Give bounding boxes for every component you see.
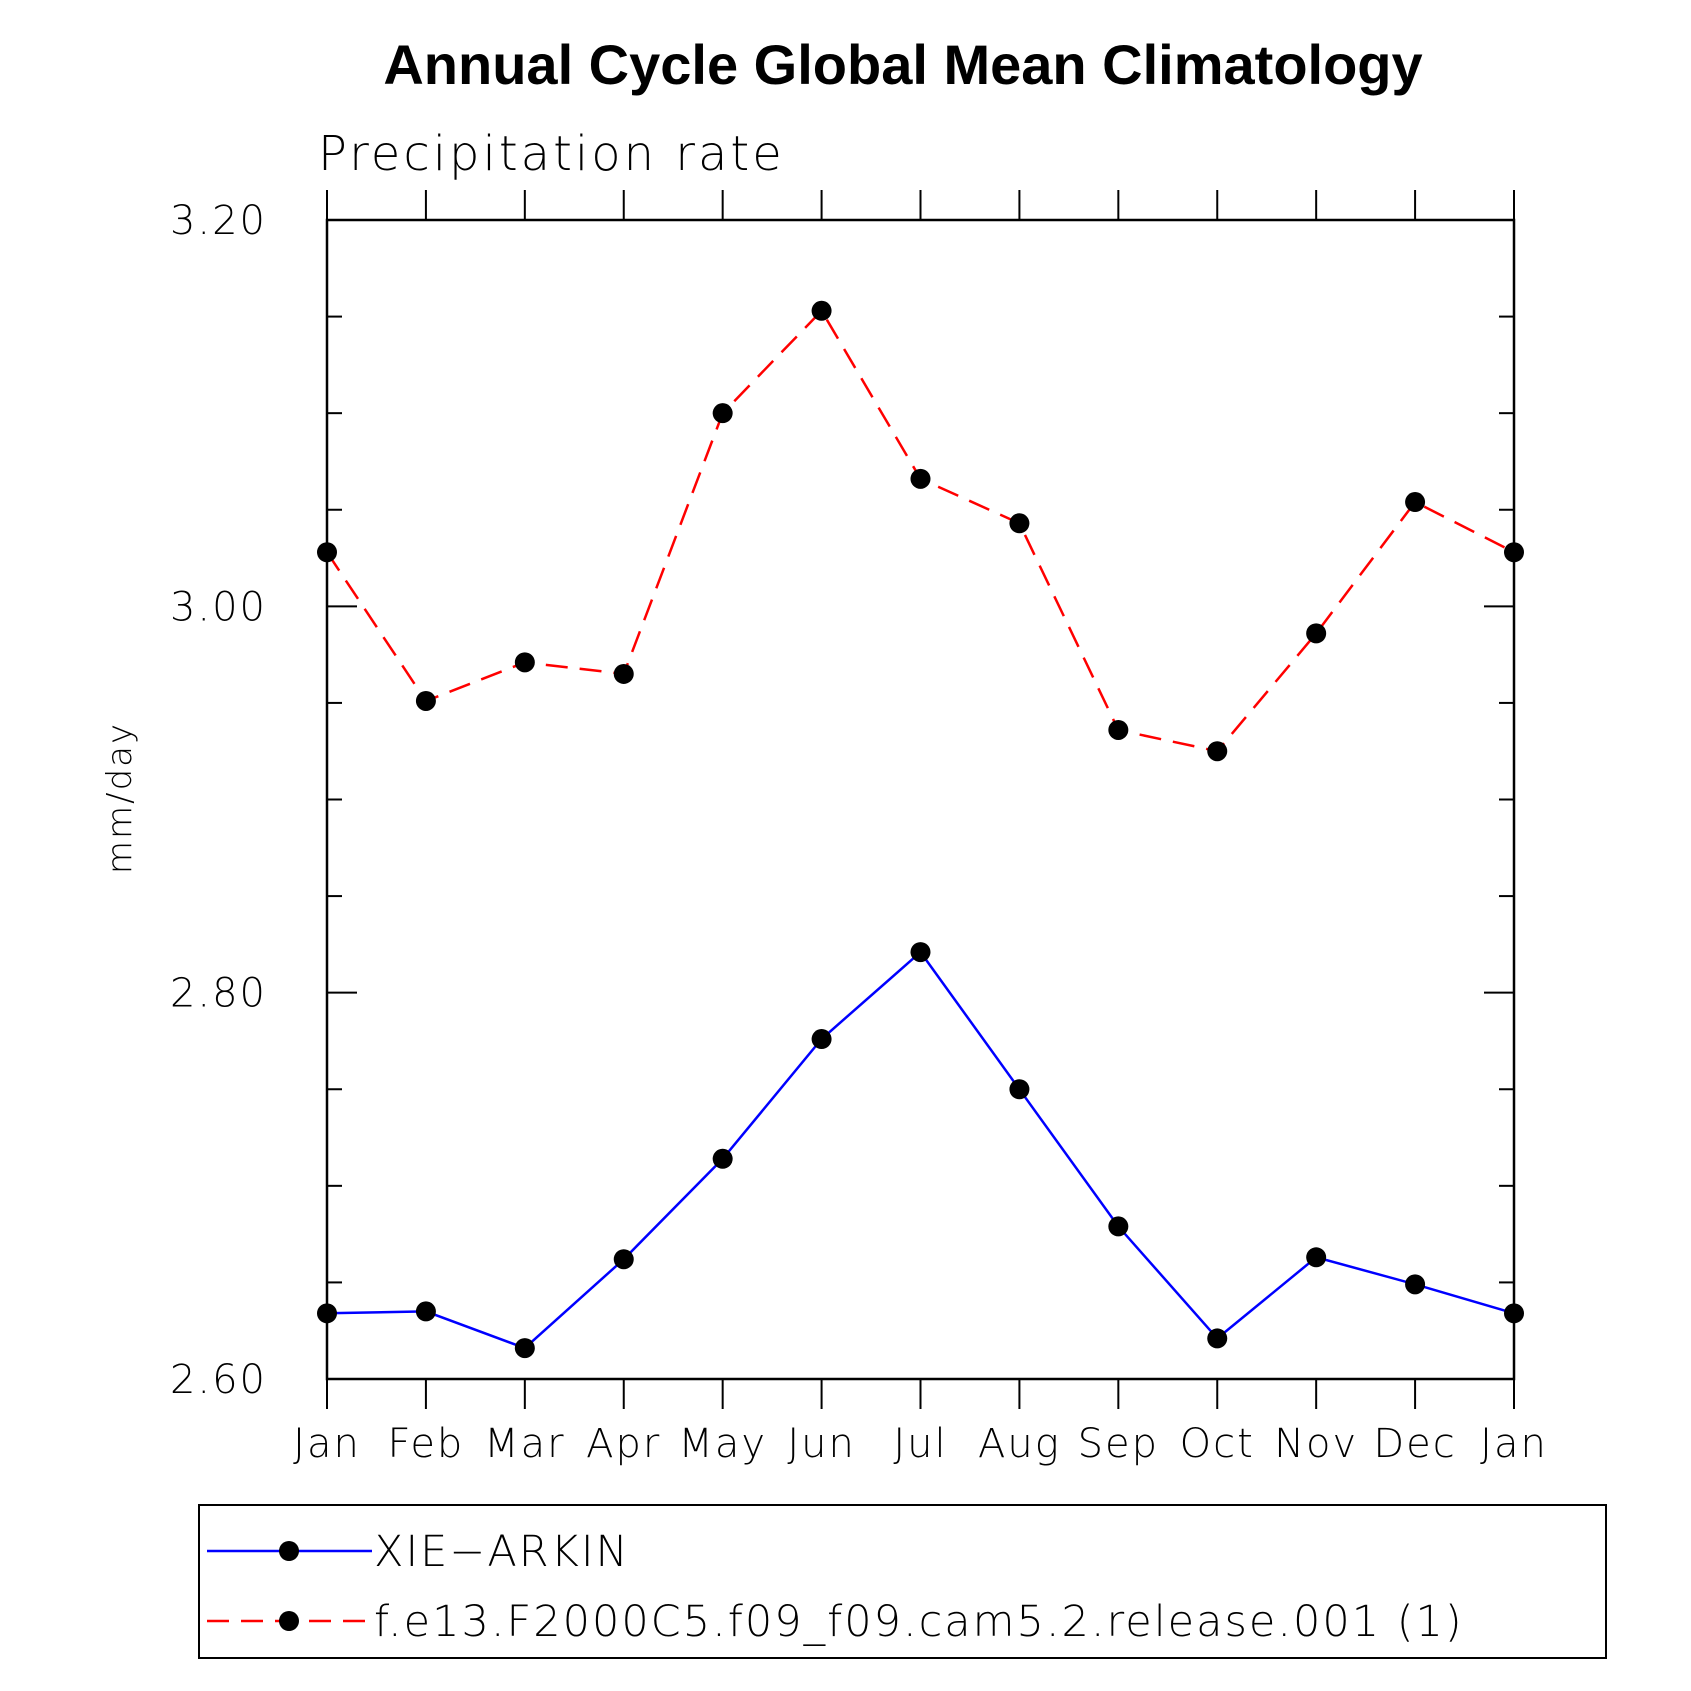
series-0-point — [811, 1029, 832, 1050]
series-0-point — [1405, 1274, 1426, 1295]
y-axis-label: mm/day — [100, 722, 140, 874]
x-tick-label: Feb — [388, 1421, 465, 1467]
series-1-point — [1009, 513, 1030, 534]
y-tick-label: 2.60 — [170, 1357, 267, 1403]
series-0-point — [1108, 1216, 1129, 1237]
y-tick-label: 2.80 — [170, 971, 267, 1017]
series-0-point — [514, 1338, 535, 1359]
series-0-point — [317, 1303, 337, 1324]
series-1-point — [910, 468, 931, 489]
series-0-point — [712, 1148, 733, 1169]
legend-marker-cam5 — [279, 1611, 299, 1631]
series-layer — [317, 300, 1524, 1359]
x-tick-label: Jan — [293, 1421, 361, 1467]
y-axis-ticks: 2.60 2.80 3.00 3.20 — [170, 198, 1514, 1403]
series-1-point — [712, 403, 733, 424]
legend-box — [198, 1504, 1607, 1659]
series-1-point — [514, 652, 535, 673]
series-1-point — [613, 663, 634, 684]
series-1-point — [1306, 623, 1327, 644]
x-tick-label: Mar — [484, 1421, 565, 1467]
chart-subtitle: Precipitation rate — [318, 126, 785, 182]
x-tick-label: Sep — [1078, 1421, 1159, 1467]
y-tick-label: 3.20 — [170, 198, 267, 244]
legend-marker-xie-arkin — [279, 1541, 299, 1561]
x-tick-label: Nov — [1274, 1421, 1358, 1467]
series-0-point — [1306, 1247, 1327, 1268]
series-1-point — [1108, 719, 1129, 740]
series-0-point — [1207, 1328, 1228, 1349]
y-tick-label: 3.00 — [170, 584, 267, 630]
legend: XIE−ARKIN f.e13.F2000C5.f09_f09.cam5.2.r… — [198, 1504, 1607, 1659]
series-1-point — [317, 542, 337, 563]
x-tick-label: Jan — [1480, 1421, 1548, 1467]
series-0-point — [1009, 1079, 1030, 1100]
x-tick-label: Jul — [893, 1421, 947, 1467]
x-tick-label: Oct — [1180, 1421, 1255, 1467]
series-0-point — [1504, 1303, 1524, 1324]
series-0-point — [415, 1301, 436, 1322]
series-1-point — [1504, 542, 1524, 563]
x-tick-label: Aug — [978, 1421, 1061, 1467]
legend-label-xie-arkin: XIE−ARKIN — [374, 1527, 630, 1577]
series-0-point — [613, 1249, 634, 1270]
series-1-point — [811, 300, 832, 321]
legend-label-cam5: f.e13.F2000C5.f09_f09.cam5.2.release.001… — [374, 1597, 1464, 1647]
series-1-point — [1207, 741, 1228, 762]
plot-border — [325, 218, 1516, 1381]
series-line-0 — [326, 950, 1515, 1350]
series-line-1 — [325, 308, 1515, 753]
x-tick-label: May — [678, 1421, 767, 1467]
x-tick-label: Apr — [586, 1421, 661, 1467]
series-0-point — [910, 942, 931, 963]
x-axis-ticks: Jan Feb Mar Apr May Jun Jul Aug Sep Oct Nov Dec Jan — [293, 190, 1548, 1467]
chart-title: Annual Cycle Global Mean Climatology — [383, 33, 1422, 96]
series-1-point — [1405, 492, 1426, 513]
x-tick-label: Dec — [1373, 1421, 1456, 1467]
series-1-point — [415, 690, 436, 711]
plot-frame — [325, 218, 1516, 1381]
x-tick-label: Jun — [787, 1421, 856, 1467]
